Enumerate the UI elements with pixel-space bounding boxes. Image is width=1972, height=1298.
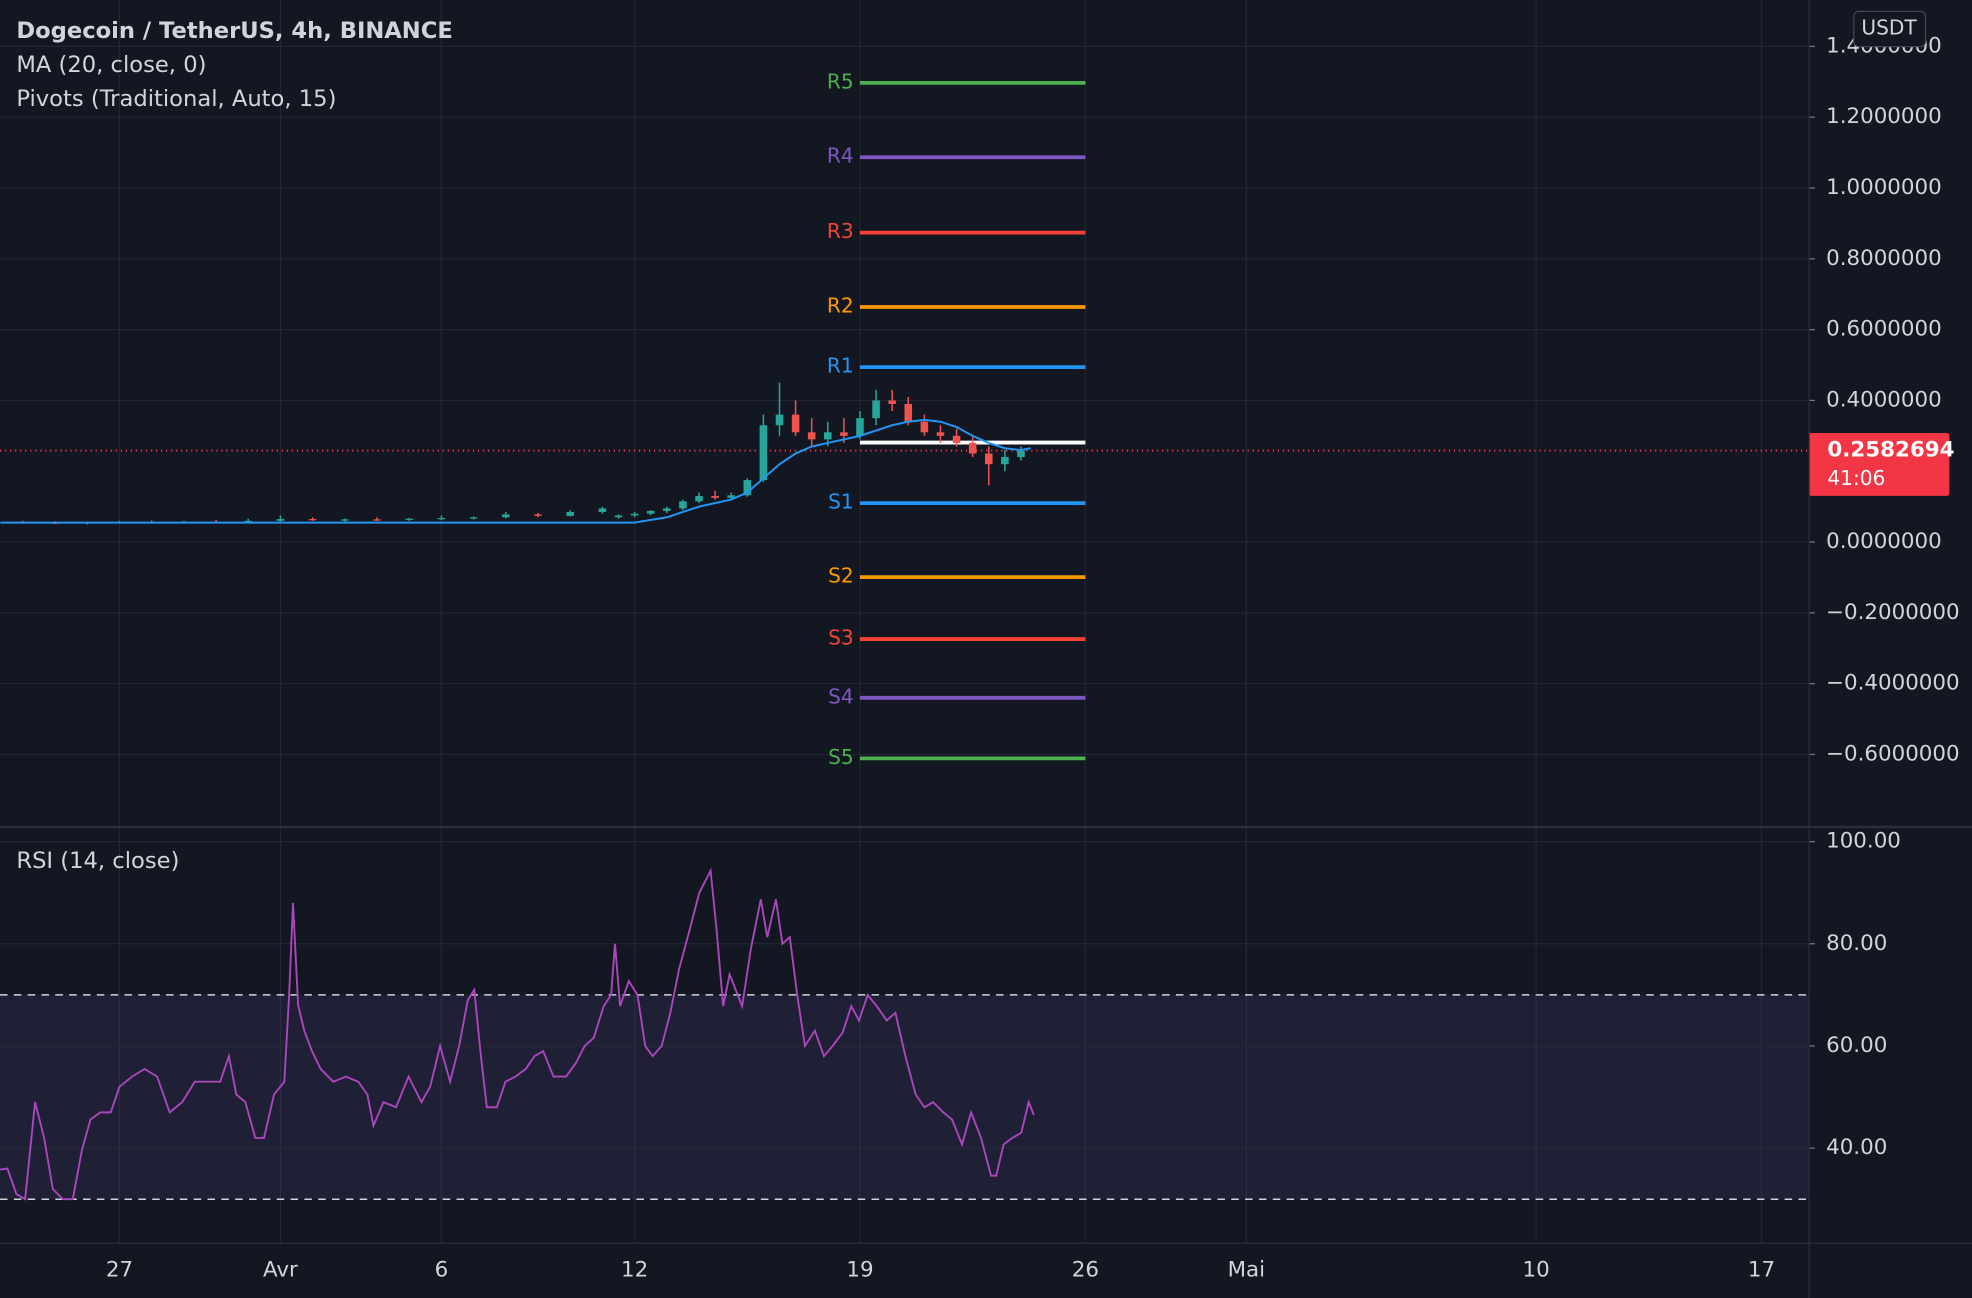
candle-body — [341, 519, 349, 521]
countdown-label: 41:06 — [1827, 466, 1885, 490]
chart-title: Dogecoin / TetherUS, 4h, BINANCE — [16, 18, 452, 44]
candle-body — [437, 517, 446, 520]
ma-line — [0, 418, 1031, 524]
candle-body — [791, 414, 800, 433]
y-tick-label: −0.2000000 — [1826, 600, 1960, 625]
candle-body — [534, 514, 542, 516]
candle-body — [904, 403, 913, 422]
candle-body — [630, 513, 639, 516]
marks — [0, 81, 1809, 1201]
rsi-title: RSI (14, close) — [16, 848, 179, 874]
grid — [0, 0, 1815, 1243]
y-tick-label: 100.00 — [1826, 829, 1901, 854]
candle-body — [663, 508, 671, 511]
candle-body — [984, 453, 993, 465]
y-tick-label: 60.00 — [1826, 1033, 1887, 1058]
y-tick-label: 80.00 — [1826, 931, 1887, 956]
candle-body — [743, 480, 752, 496]
pivot-label: S2 — [828, 564, 854, 588]
last-price-box — [1808, 433, 1950, 496]
x-tick-label: 12 — [621, 1257, 648, 1282]
candle-body — [759, 425, 768, 481]
candle-body — [469, 517, 478, 519]
candle-body — [856, 418, 864, 436]
candle-body — [807, 432, 816, 440]
x-tick-label: 27 — [106, 1257, 133, 1282]
y-tick-label: 1.0000000 — [1826, 175, 1942, 200]
y-tick-label: −0.4000000 — [1826, 671, 1960, 696]
candle-body — [711, 496, 719, 498]
x-tick-label: 10 — [1523, 1257, 1550, 1282]
y-tick-label: 0.4000000 — [1826, 387, 1942, 412]
y-tick-label: 0.8000000 — [1826, 246, 1942, 271]
currency-badge — [1853, 10, 1927, 48]
x-tick-label: 19 — [846, 1257, 873, 1282]
y-tick-label: 40.00 — [1826, 1135, 1887, 1160]
candle-body — [727, 495, 735, 498]
pivot-label: R2 — [827, 293, 854, 317]
currency-label: USDT — [1861, 15, 1917, 39]
candle-body — [244, 520, 253, 523]
candle-body — [1017, 450, 1025, 458]
candle-body — [566, 511, 574, 516]
candle-body — [1001, 457, 1009, 465]
pivots-legend: Pivots (Traditional, Auto, 15) — [16, 86, 336, 112]
candle-body — [373, 519, 381, 521]
pivot-label: R1 — [827, 354, 854, 378]
pivot-label: S3 — [828, 626, 854, 650]
candle-body — [679, 501, 687, 509]
candle-body — [872, 400, 880, 419]
candle-body — [968, 442, 977, 454]
rsi-line — [0, 867, 1035, 1201]
candle-body — [308, 519, 317, 521]
ma-legend: MA (20, close, 0) — [16, 52, 206, 78]
candle-body — [646, 510, 655, 514]
candle-body — [920, 421, 929, 433]
y-tick-label: 0.6000000 — [1826, 317, 1942, 342]
x-tick-label: Mai — [1228, 1257, 1265, 1282]
candle-body — [824, 432, 832, 440]
pivot-label: R3 — [827, 219, 854, 243]
y-tick-label: 1.2000000 — [1826, 104, 1942, 129]
pivot-label: S1 — [828, 490, 854, 514]
candle-body — [952, 435, 961, 443]
candle-body — [502, 514, 510, 518]
candle-body — [936, 432, 945, 436]
candle-body — [405, 518, 413, 520]
rsi-band — [0, 994, 1809, 1200]
x-tick-label: 17 — [1748, 1257, 1775, 1282]
candle-body — [598, 508, 607, 512]
candle-body — [840, 432, 848, 436]
candle-body — [276, 519, 285, 521]
pivot-label: R4 — [827, 144, 854, 168]
y-tick-label: 0.0000000 — [1826, 529, 1942, 554]
overlay: 27Avr6121926Mai10171.40000001.20000001.0… — [16, 10, 1960, 1282]
candle-body — [695, 496, 703, 502]
candle-body — [888, 400, 896, 404]
candle-body — [775, 414, 784, 426]
candle-body — [614, 515, 623, 518]
pivot-label: S5 — [828, 745, 854, 769]
y-tick-label: −0.6000000 — [1826, 741, 1960, 766]
x-tick-label: 6 — [435, 1257, 449, 1282]
x-tick-label: Avr — [263, 1257, 298, 1282]
x-tick-label: 26 — [1072, 1257, 1099, 1282]
pivot-label: S4 — [828, 684, 854, 708]
last-price-label: 0.2582694 — [1827, 438, 1954, 463]
pivot-label: R5 — [827, 69, 854, 93]
